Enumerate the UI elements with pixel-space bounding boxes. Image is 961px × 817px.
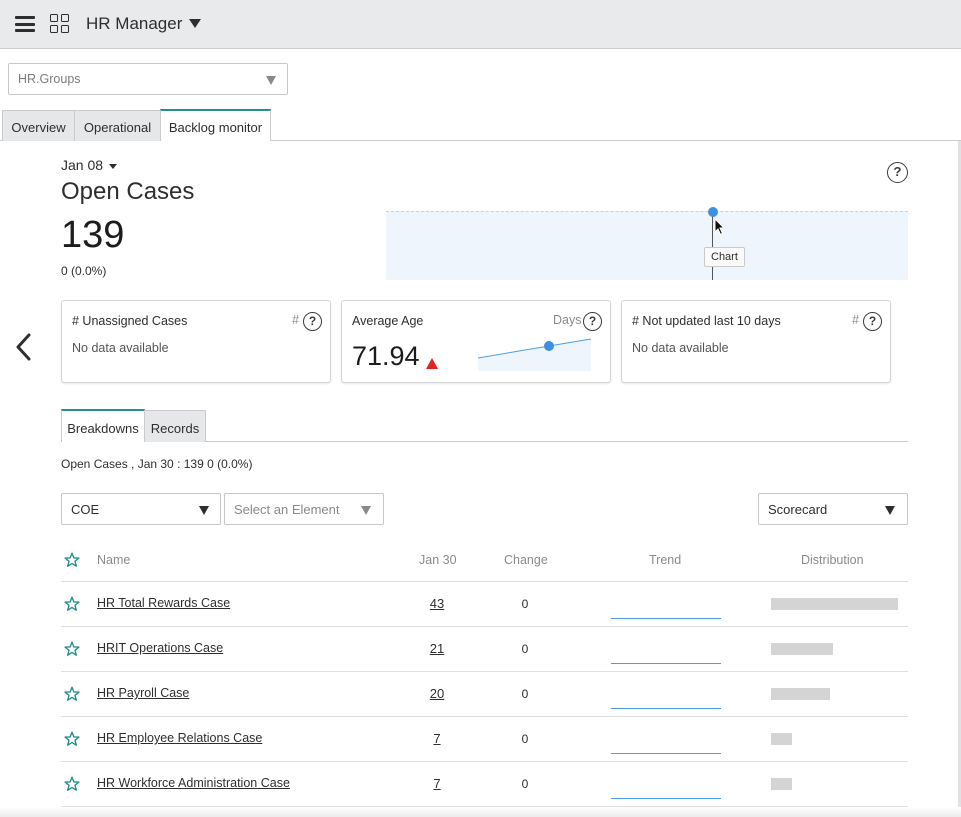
row-name-link[interactable]: HR Payroll Case <box>97 686 190 700</box>
row-name-link[interactable]: HRIT Operations Case <box>97 641 224 655</box>
star-icon[interactable] <box>64 596 80 612</box>
row-value-link[interactable]: 43 <box>429 596 445 611</box>
chevron-left-icon[interactable] <box>14 333 32 361</box>
card-unit: # <box>292 313 299 327</box>
card-not-updated[interactable]: # Not updated last 10 days # ? No data a… <box>621 300 891 383</box>
app-switcher-caret-icon[interactable] <box>189 19 201 28</box>
row-change: 0 <box>521 777 529 791</box>
scrollbar-track[interactable] <box>958 141 961 817</box>
trend-up-icon <box>426 358 438 369</box>
divider <box>61 806 908 807</box>
row-value-link[interactable]: 20 <box>429 686 445 701</box>
help-icon[interactable]: ? <box>863 312 882 331</box>
tab-backlog-monitor[interactable]: Backlog monitor <box>160 109 271 141</box>
divider <box>61 671 908 672</box>
groups-select[interactable]: HR.Groups <box>8 63 288 95</box>
row-distribution-bar <box>771 688 830 700</box>
tab-operational[interactable]: Operational <box>74 110 161 141</box>
divider <box>61 761 908 762</box>
row-name-link[interactable]: HR Workforce Administration Case <box>97 776 290 790</box>
star-icon[interactable] <box>64 686 80 702</box>
view-select-value: Scorecard <box>768 502 828 517</box>
row-value-link[interactable]: 21 <box>429 641 445 656</box>
card-average-age[interactable]: Average Age Days ? 71.94 <box>341 300 611 383</box>
row-name-link[interactable]: HR Total Rewards Case <box>97 596 231 610</box>
column-header-distribution: Distribution <box>801 553 864 567</box>
divider <box>61 626 908 627</box>
breakdown-select-value: COE <box>71 502 100 517</box>
row-trend-sparkline <box>611 708 721 709</box>
date-selector[interactable]: Jan 08 <box>61 157 104 173</box>
card-value: No data available <box>632 341 729 355</box>
kpi-sparkline-chart[interactable] <box>386 211 908 280</box>
breakdown-summary: Open Cases , Jan 30 : 139 0 (0.0%) <box>61 457 253 471</box>
kpi-change: 0 (0.0%) <box>61 264 107 278</box>
mouse-pointer-icon <box>714 218 726 236</box>
sparkline-cursor-line <box>712 212 713 280</box>
row-value-link[interactable]: 7 <box>433 731 441 746</box>
card-value: No data available <box>72 341 169 355</box>
card-unit: # <box>852 313 859 327</box>
sparkline-point[interactable] <box>708 207 718 217</box>
tab-breakdowns[interactable]: Breakdowns <box>61 409 145 442</box>
column-header-trend: Trend <box>649 553 682 567</box>
chevron-down-icon <box>885 506 895 515</box>
chart-tooltip: Chart <box>704 247 745 267</box>
bottom-edge <box>0 807 961 817</box>
kpi-title: Open Cases <box>61 178 195 205</box>
dashboard-tabs: Overview Operational Backlog monitor <box>0 109 961 141</box>
row-distribution-bar <box>771 733 792 745</box>
help-icon[interactable]: ? <box>887 162 908 183</box>
row-change: 0 <box>521 732 529 746</box>
row-name-link[interactable]: HR Employee Relations Case <box>97 731 263 745</box>
view-select[interactable]: Scorecard <box>758 493 908 525</box>
row-distribution-bar <box>771 598 898 610</box>
element-select-placeholder: Select an Element <box>234 502 340 517</box>
sparkline-series <box>386 211 908 212</box>
card-title: Average Age <box>352 314 424 328</box>
row-distribution-bar <box>771 778 792 790</box>
element-select[interactable]: Select an Element <box>224 493 384 525</box>
breakdown-select[interactable]: COE <box>61 493 221 525</box>
date-caret-icon[interactable] <box>109 164 117 169</box>
card-sparkline <box>478 338 592 371</box>
card-title: # Not updated last 10 days <box>632 314 781 328</box>
row-change: 0 <box>521 642 529 656</box>
card-title: # Unassigned Cases <box>72 314 188 328</box>
breakdown-tabs: Breakdowns Records <box>61 409 908 442</box>
column-header-name[interactable]: Name <box>97 553 131 567</box>
star-icon[interactable] <box>64 776 80 792</box>
card-unassigned-cases[interactable]: # Unassigned Cases # ? No data available <box>61 300 331 383</box>
card-unit: Days <box>553 313 582 327</box>
row-trend-sparkline <box>611 753 721 754</box>
column-header-change[interactable]: Change <box>504 553 548 567</box>
row-distribution-bar <box>771 643 833 655</box>
column-header-date[interactable]: Jan 30 <box>419 553 457 567</box>
chevron-down-icon <box>266 76 276 85</box>
row-trend-sparkline <box>611 663 721 664</box>
row-value-link[interactable]: 7 <box>433 776 441 791</box>
chevron-down-icon <box>199 506 209 515</box>
star-icon[interactable] <box>64 552 80 568</box>
chevron-down-icon <box>361 506 371 515</box>
row-trend-sparkline <box>611 798 721 799</box>
top-bar: HR Manager <box>0 0 961 49</box>
row-trend-sparkline <box>611 618 721 619</box>
divider <box>61 716 908 717</box>
app-title[interactable]: HR Manager <box>86 14 183 33</box>
help-icon[interactable]: ? <box>303 312 322 331</box>
groups-select-value: HR.Groups <box>18 72 81 86</box>
hamburger-menu-icon[interactable] <box>15 16 35 32</box>
star-icon[interactable] <box>64 731 80 747</box>
kpi-value: 139 <box>61 214 125 256</box>
card-value: 71.94 <box>352 341 420 371</box>
row-change: 0 <box>521 597 529 611</box>
help-icon[interactable]: ? <box>583 312 602 331</box>
row-change: 0 <box>521 687 529 701</box>
star-icon[interactable] <box>64 641 80 657</box>
tab-overview[interactable]: Overview <box>2 110 75 141</box>
divider <box>61 581 908 582</box>
apps-grid-icon[interactable] <box>50 14 69 33</box>
tab-records[interactable]: Records <box>144 410 206 442</box>
